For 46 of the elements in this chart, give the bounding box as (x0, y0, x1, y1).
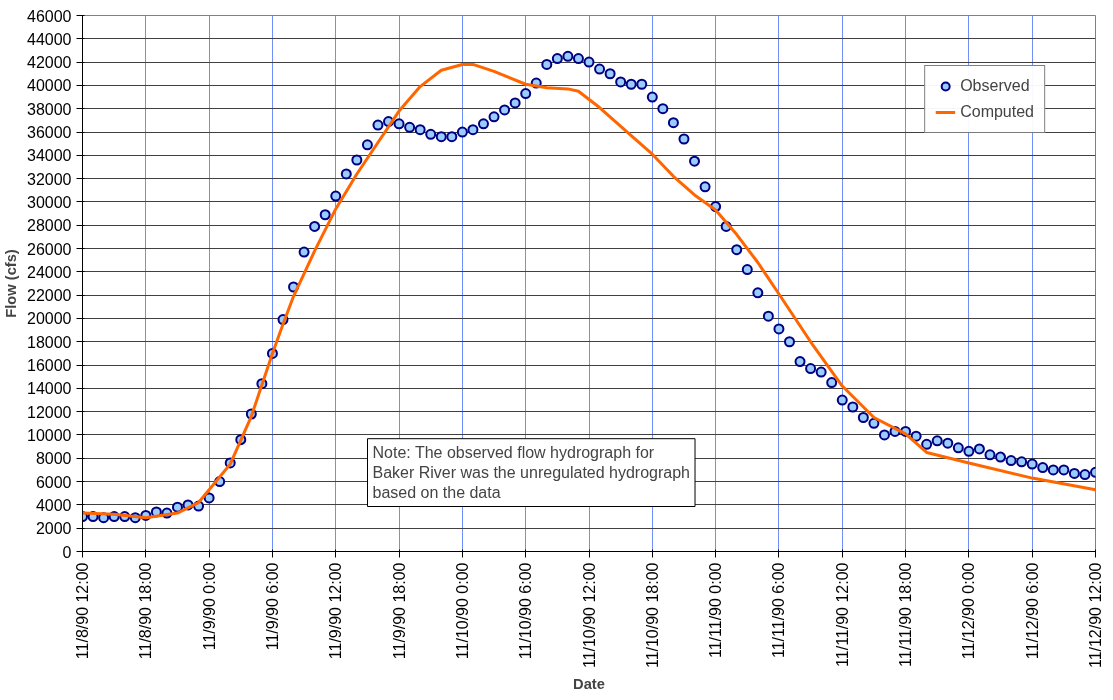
y-tick-label: 20000 (27, 310, 72, 328)
x-tick-label: 11/10/90 18:00 (643, 562, 661, 669)
x-tick-label: 11/12/90 6:00 (1023, 562, 1041, 660)
y-tick-label: 40000 (27, 77, 72, 95)
x-tick-label: 11/11/90 6:00 (770, 562, 788, 658)
y-tick-label: 8000 (35, 450, 72, 468)
x-tick-label: 11/9/90 12:00 (327, 562, 345, 660)
y-tick-label: 18000 (27, 333, 72, 351)
x-tick-label: 11/10/90 0:00 (453, 562, 471, 660)
y-tick-label: 42000 (27, 54, 72, 72)
y-tick-label: 16000 (27, 357, 72, 375)
y-tick-label: 32000 (27, 170, 72, 188)
y-tick-label: 12000 (27, 403, 72, 421)
y-tick-label: 28000 (27, 217, 72, 235)
x-tick-label: 11/9/90 0:00 (200, 562, 218, 651)
x-tick-label: 11/8/90 18:00 (137, 562, 155, 660)
x-tick-label: 11/11/90 0:00 (707, 562, 725, 658)
x-tick-label: 11/8/90 12:00 (74, 562, 91, 660)
x-tick-label: 11/11/90 12:00 (833, 562, 851, 667)
x-tick-label: 11/9/90 6:00 (263, 562, 281, 651)
y-tick-label: 30000 (27, 193, 72, 211)
annotation: Note: The observed flow hydrograph for Baker River was the unregulated hydrograph based on the data (372, 443, 691, 502)
y-tick-label: 26000 (27, 240, 72, 258)
y-tick-label: 4000 (35, 496, 72, 514)
y-tick-label: 44000 (27, 30, 72, 48)
x-tick-label: 11/10/90 12:00 (580, 562, 598, 669)
y-tick-label: 34000 (27, 147, 72, 165)
y-tick-label: 10000 (27, 426, 72, 444)
y-tick-label: 22000 (27, 287, 72, 305)
x-tick-label: 11/10/90 6:00 (517, 562, 535, 660)
x-tick-label: 11/9/90 18:00 (390, 562, 408, 660)
y-tick-label: 24000 (27, 263, 72, 281)
y-tick-label: 36000 (27, 124, 72, 142)
y-tick-label: 6000 (35, 473, 72, 491)
y-tick-label: 38000 (27, 100, 72, 118)
y-tick-label: 0 (62, 543, 72, 561)
x-axis-title: Date (573, 676, 605, 693)
y-tick-label: 14000 (27, 380, 72, 398)
y-axis-title: Flow (cfs) (3, 249, 20, 318)
y-tick-label: 2000 (35, 520, 72, 538)
x-tick-label: 11/12/90 0:00 (960, 562, 978, 660)
y-tick-label: 46000 (27, 7, 72, 25)
x-tick-label: 11/12/90 12:00 (1087, 562, 1104, 669)
legend-label: Computed (960, 103, 1034, 121)
x-tick-label: 11/11/90 18:00 (897, 562, 915, 667)
legend-label: Observed (960, 77, 1030, 95)
